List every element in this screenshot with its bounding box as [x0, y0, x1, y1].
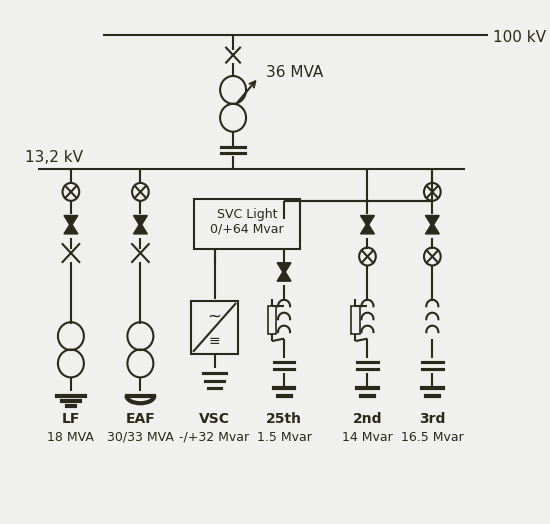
Text: 14 Mvar: 14 Mvar — [342, 431, 393, 443]
Text: 1.5 Mvar: 1.5 Mvar — [257, 431, 311, 443]
Text: 100 kV: 100 kV — [493, 30, 546, 45]
Text: 30/33 MVA: 30/33 MVA — [107, 431, 174, 443]
Text: SVC Light
0/+64 Mvar: SVC Light 0/+64 Mvar — [210, 208, 284, 236]
Polygon shape — [277, 263, 291, 274]
Text: LF: LF — [62, 412, 80, 426]
FancyBboxPatch shape — [268, 306, 276, 334]
Polygon shape — [64, 223, 78, 234]
Text: 13,2 kV: 13,2 kV — [25, 149, 82, 165]
Polygon shape — [360, 223, 375, 234]
FancyBboxPatch shape — [351, 306, 360, 334]
Text: 16.5 Mvar: 16.5 Mvar — [401, 431, 464, 443]
Text: ≡: ≡ — [209, 334, 221, 348]
FancyBboxPatch shape — [191, 301, 238, 354]
Polygon shape — [134, 215, 147, 227]
Text: 36 MVA: 36 MVA — [266, 65, 323, 80]
Polygon shape — [64, 215, 78, 227]
Text: 25th: 25th — [266, 412, 302, 426]
Text: 18 MVA: 18 MVA — [47, 431, 95, 443]
Text: 3rd: 3rd — [419, 412, 446, 426]
Text: ~: ~ — [207, 307, 222, 325]
FancyBboxPatch shape — [194, 199, 300, 249]
Polygon shape — [134, 223, 147, 234]
Text: -/+32 Mvar: -/+32 Mvar — [179, 431, 250, 443]
Polygon shape — [425, 223, 439, 234]
Polygon shape — [425, 215, 439, 227]
Text: VSC: VSC — [199, 412, 230, 426]
Text: EAF: EAF — [125, 412, 155, 426]
Polygon shape — [277, 270, 291, 281]
Polygon shape — [360, 215, 375, 227]
Text: 2nd: 2nd — [353, 412, 382, 426]
